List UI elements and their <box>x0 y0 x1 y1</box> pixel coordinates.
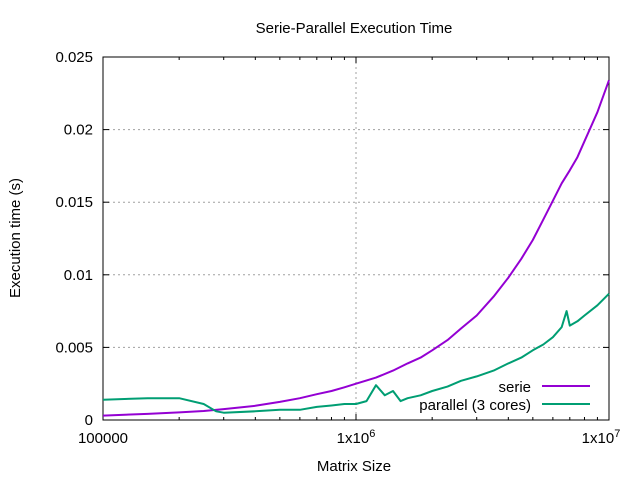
x-tick-base: 1x10 <box>337 430 370 447</box>
y-tick-label: 0.015 <box>55 194 93 211</box>
y-tick-label: 0.02 <box>64 122 93 139</box>
y-axis-label: Execution time (s) <box>7 178 24 298</box>
y-tick-label: 0.005 <box>55 339 93 356</box>
chart-title: Serie-Parallel Execution Time <box>256 20 453 37</box>
y-axis-ticks: 0 0.005 0.01 0.015 0.02 0.025 <box>55 49 609 429</box>
legend-label-parallel: parallel (3 cores) <box>419 397 531 414</box>
legend: serie parallel (3 cores) <box>419 379 590 414</box>
legend-label-serie: serie <box>498 379 531 396</box>
x-tick-exponent: 6 <box>369 428 375 440</box>
x-tick-base: 100000 <box>78 430 128 447</box>
series-line-serie <box>102 79 610 417</box>
y-tick-label: 0 <box>85 412 93 429</box>
x-tick-label: 1x106 <box>337 428 376 447</box>
x-tick-base: 1x10 <box>582 430 615 447</box>
x-axis-ticks: 100000 1x106 1x107 <box>78 57 620 447</box>
x-tick-label: 100000 <box>78 430 128 447</box>
x-tick-exponent: 7 <box>614 428 620 440</box>
y-tick-label: 0.01 <box>64 267 93 284</box>
series-lines <box>102 79 610 417</box>
x-tick-label: 1x107 <box>582 428 621 447</box>
x-axis-label: Matrix Size <box>317 458 391 475</box>
series-line-parallel <box>102 292 610 414</box>
y-tick-label: 0.025 <box>55 49 93 66</box>
grid-lines <box>103 57 609 420</box>
